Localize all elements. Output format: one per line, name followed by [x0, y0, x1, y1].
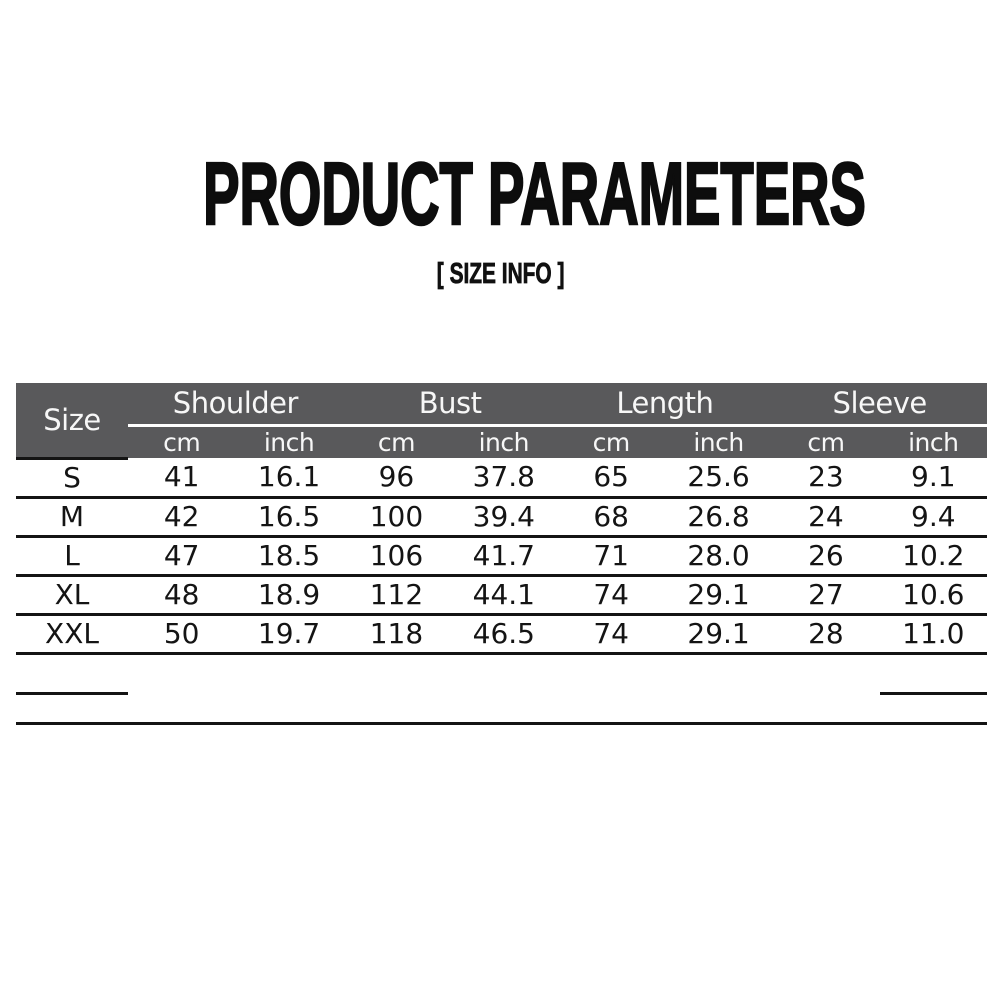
value-cell: 42	[128, 497, 236, 538]
unit-header-cell: inch	[450, 425, 558, 458]
value-cell: 27	[772, 575, 880, 616]
unit-header-cell: cm	[772, 425, 880, 458]
value-cell: 19.7	[235, 614, 343, 655]
value-cell: 44.1	[450, 575, 558, 616]
value-cell: 100	[342, 497, 451, 538]
group-header-row: Size Shoulder Bust Length Sleeve	[16, 383, 987, 460]
size-chart-table: Size Shoulder Bust Length Sleeve cm inch…	[16, 383, 987, 725]
size-label-cell: S	[16, 458, 128, 499]
size-chart-body: S 41 16.1 96 37.8 65 25.6 23 9.1 M 42 16…	[16, 458, 987, 725]
value-cell: 25.6	[664, 458, 773, 499]
header-cell-size: Size	[16, 383, 128, 460]
value-cell: 50	[128, 614, 236, 655]
value-cell: 47	[128, 536, 236, 577]
size-chart-header: Size Shoulder Bust Length Sleeve cm inch…	[16, 383, 987, 460]
size-label-cell: L	[16, 536, 128, 577]
size-row-xxl: XXL 50 19.7 118 46.5 74 29.1 28 11.0	[16, 614, 987, 655]
partial-line-left	[16, 653, 128, 695]
value-cell: 71	[557, 536, 665, 577]
size-row-xl: XL 48 18.9 112 44.1 74 29.1 27 10.6	[16, 575, 987, 616]
empty-row-bottom-line	[16, 693, 987, 725]
value-cell: 37.8	[450, 458, 558, 499]
value-cell: 74	[557, 614, 665, 655]
group-header-sleeve: Sleeve	[772, 383, 987, 427]
value-cell: 39.4	[450, 497, 558, 538]
group-header-bust: Bust	[342, 383, 558, 427]
bottom-line	[16, 693, 987, 725]
value-cell: 10.6	[879, 575, 987, 616]
size-label-cell: M	[16, 497, 128, 538]
value-cell: 11.0	[879, 614, 987, 655]
empty-row-partial-lines	[16, 653, 987, 695]
size-row-s: S 41 16.1 96 37.8 65 25.6 23 9.1	[16, 458, 987, 499]
value-cell: 29.1	[664, 575, 773, 616]
unit-header-cell: cm	[128, 425, 236, 458]
size-label-cell: XXL	[16, 614, 128, 655]
unit-header-cell: inch	[235, 425, 343, 458]
unit-header-cell: cm	[342, 425, 451, 458]
value-cell: 24	[772, 497, 880, 538]
value-cell: 48	[128, 575, 236, 616]
value-cell: 68	[557, 497, 665, 538]
partial-line-right	[879, 653, 987, 695]
value-cell: 28.0	[664, 536, 773, 577]
unit-header-cell: inch	[879, 425, 987, 458]
value-cell: 26.8	[664, 497, 773, 538]
value-cell: 41.7	[450, 536, 558, 577]
value-cell: 16.5	[235, 497, 343, 538]
page-title: PRODUCT PARAMETERS	[202, 144, 866, 243]
group-header-length: Length	[557, 383, 773, 427]
value-cell: 118	[342, 614, 451, 655]
value-cell: 9.1	[879, 458, 987, 499]
value-cell: 41	[128, 458, 236, 499]
value-cell: 65	[557, 458, 665, 499]
value-cell: 74	[557, 575, 665, 616]
unit-header-cell: cm	[557, 425, 665, 458]
value-cell: 9.4	[879, 497, 987, 538]
value-cell: 112	[342, 575, 451, 616]
value-cell: 10.2	[879, 536, 987, 577]
value-cell: 16.1	[235, 458, 343, 499]
value-cell: 46.5	[450, 614, 558, 655]
value-cell: 18.9	[235, 575, 343, 616]
unit-header-cell: inch	[664, 425, 773, 458]
value-cell: 96	[342, 458, 451, 499]
value-cell: 23	[772, 458, 880, 499]
value-cell: 28	[772, 614, 880, 655]
value-cell: 18.5	[235, 536, 343, 577]
size-info-subtitle: [ SIZE INFO ]	[437, 258, 565, 290]
size-row-l: L 47 18.5 106 41.7 71 28.0 26 10.2	[16, 536, 987, 577]
group-header-shoulder: Shoulder	[128, 383, 343, 427]
size-row-m: M 42 16.5 100 39.4 68 26.8 24 9.4	[16, 497, 987, 538]
page-title-wrap: PRODUCT PARAMETERS	[0, 144, 1002, 243]
value-cell: 26	[772, 536, 880, 577]
size-label-cell: XL	[16, 575, 128, 616]
page-subtitle-wrap: [ SIZE INFO ]	[0, 258, 1002, 290]
unit-header-row: cm inch cm inch cm inch cm inch	[16, 425, 987, 458]
value-cell: 29.1	[664, 614, 773, 655]
empty-cell	[128, 653, 880, 693]
value-cell: 106	[342, 536, 451, 577]
